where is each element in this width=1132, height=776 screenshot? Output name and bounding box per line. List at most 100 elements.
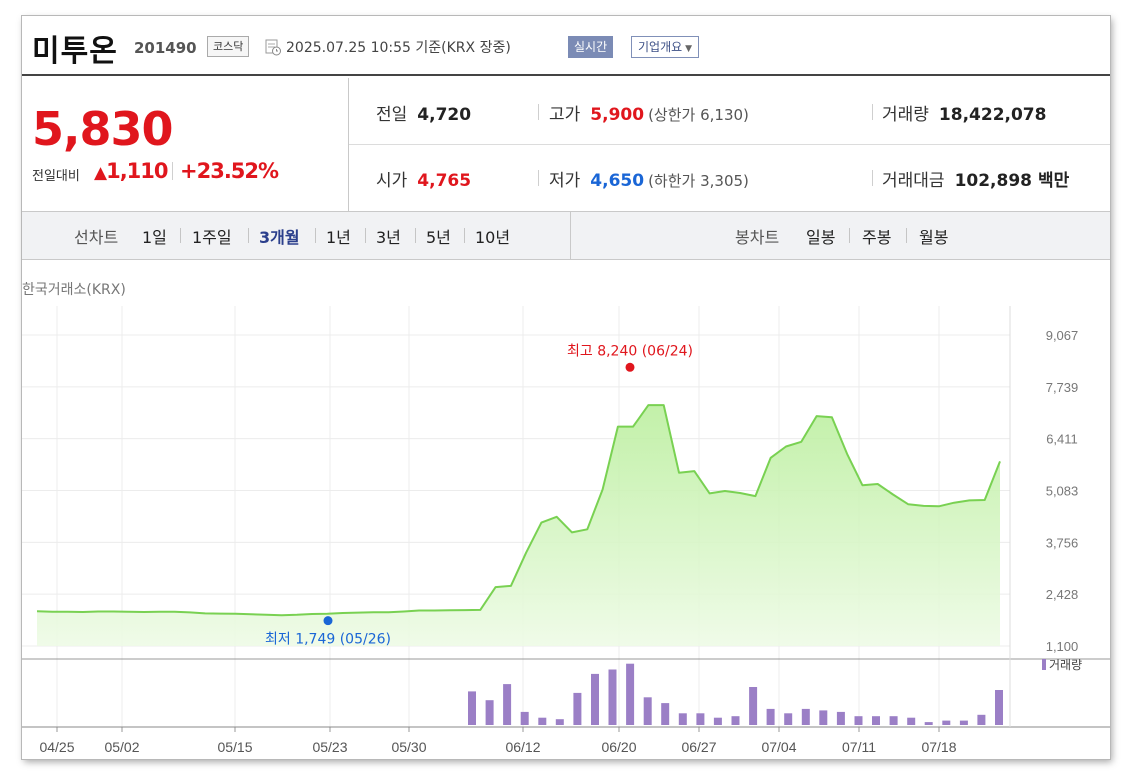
x-tick-label: 07/04 <box>761 739 796 755</box>
period-tab-1y[interactable]: 1년 <box>326 228 351 247</box>
market-badge: 코스닥 <box>207 36 250 57</box>
divider <box>365 228 366 243</box>
high-value: 5,900 <box>590 105 645 125</box>
divider <box>538 170 539 186</box>
up-arrow-icon: ▲ <box>94 163 107 183</box>
volume-bar <box>696 713 705 725</box>
change-amount-value: 1,110 <box>106 159 168 183</box>
volume-bar <box>485 700 494 725</box>
open-value: 4,765 <box>417 171 472 191</box>
low-price: 저가 4,650 (하한가 3,305) <box>549 166 749 191</box>
volume-bar <box>643 697 652 725</box>
y-tick-label: 2,428 <box>1046 587 1079 602</box>
divider <box>849 228 850 243</box>
volume-bar <box>555 719 564 725</box>
volume-bar <box>977 714 986 725</box>
low-annotation: 최저 1,749 (05/26) <box>265 632 391 648</box>
x-tick-label: 05/30 <box>391 739 426 755</box>
high-marker <box>625 362 635 372</box>
stock-header: 미투온 201490 코스닥 2025.07.25 10:55 기준(KRX 장… <box>22 16 1110 76</box>
company-info-dropdown[interactable]: 기업개요 ▼ <box>631 36 700 58</box>
y-tick-label: 1,100 <box>1046 639 1079 654</box>
divider <box>248 228 249 243</box>
volume-legend-label: 거래량 <box>1049 658 1083 672</box>
candle-tab-weekly[interactable]: 주봉 <box>862 228 892 247</box>
high-price: 고가 5,900 (상한가 6,130) <box>549 100 749 125</box>
divider <box>906 228 907 243</box>
stock-name: 미투온 <box>32 34 118 69</box>
divider <box>349 144 1110 145</box>
volume-bar <box>766 708 775 725</box>
volume-bar <box>749 687 758 725</box>
volume-value: 18,422,078 <box>938 105 1047 125</box>
turnover-unit: 백만 <box>1038 171 1070 191</box>
line-chart-label: 선차트 <box>74 228 119 247</box>
volume-bar <box>942 720 951 725</box>
change-percent: +23.52% <box>180 159 279 183</box>
y-tick-label: 9,067 <box>1046 328 1079 343</box>
volume-bar <box>520 711 529 725</box>
low-label: 저가 <box>549 171 581 191</box>
period-tab-1d[interactable]: 1일 <box>142 228 167 247</box>
volume-bar <box>784 713 793 725</box>
volume-bar <box>959 720 968 725</box>
y-tick-label: 5,083 <box>1046 484 1079 499</box>
realtime-button[interactable]: 실시간 <box>568 36 614 58</box>
period-tab-10y[interactable]: 10년 <box>475 228 511 247</box>
volume-bar <box>591 673 599 725</box>
volume-bar <box>626 663 635 725</box>
volume-swatch <box>1042 659 1046 670</box>
chart-toolbar: 선차트 1일 1주일 3개월 1년 3년 5년 10년 봉차트 일봉 주봉 월봉 <box>22 212 1110 260</box>
volume-bar <box>713 717 722 725</box>
prev-close: 전일 4,720 <box>376 100 471 125</box>
volume-label: 거래량 <box>882 105 929 125</box>
period-tab-5y[interactable]: 5년 <box>426 228 451 247</box>
period-tab-3m[interactable]: 3개월 <box>259 228 300 247</box>
x-tick-label: 04/25 <box>39 739 74 755</box>
company-info-label: 기업개요 <box>638 40 683 54</box>
volume-bar <box>661 703 670 725</box>
volume-bar <box>854 716 863 725</box>
x-tick-label: 07/11 <box>842 739 876 755</box>
high-annotation: 최고 8,240 (06/24) <box>567 343 693 359</box>
period-tab-1w[interactable]: 1주일 <box>192 228 232 247</box>
x-tick-label: 05/02 <box>104 739 139 755</box>
volume-bar <box>468 691 476 725</box>
high-label: 고가 <box>549 105 581 125</box>
y-tick-label: 3,756 <box>1046 535 1079 550</box>
x-tick-label: 05/23 <box>312 739 347 755</box>
turnover: 거래대금 102,898 백만 <box>882 166 1069 191</box>
upper-limit: (상한가 6,130) <box>648 106 749 124</box>
y-tick-label: 6,411 <box>1046 432 1078 447</box>
candle-chart-label: 봉차트 <box>735 228 780 247</box>
candle-tab-monthly[interactable]: 월봉 <box>919 228 949 247</box>
divider <box>172 162 173 180</box>
volume-bar <box>889 716 898 725</box>
volume-legend: 거래량 <box>1042 656 1082 673</box>
price-chart[interactable]: 9,067 7,739 6,411 5,083 3,756 2,428 1,100 04/25… <box>22 306 1110 759</box>
divider <box>180 228 181 243</box>
candle-tab-daily[interactable]: 일봉 <box>806 228 836 247</box>
x-tick-label: 07/18 <box>921 739 956 755</box>
volume-bar <box>573 692 582 725</box>
divider <box>315 228 316 243</box>
chevron-down-icon: ▼ <box>685 44 693 54</box>
change-label: 전일대비 <box>32 169 80 184</box>
divider <box>538 104 539 120</box>
low-marker <box>323 616 333 626</box>
period-tab-3y[interactable]: 3년 <box>376 228 401 247</box>
volume-bar <box>731 716 740 725</box>
x-tick-label: 06/27 <box>681 739 716 755</box>
volume-bar <box>538 717 547 725</box>
volume-bar <box>924 722 933 725</box>
turnover-value: 102,898 <box>954 171 1032 191</box>
y-tick-label: 7,739 <box>1046 380 1079 395</box>
divider <box>872 170 873 186</box>
change-amount: ▲1,110 <box>94 159 169 183</box>
volume-bar <box>503 684 512 725</box>
x-tick-label: 06/20 <box>601 739 636 755</box>
stock-code: 201490 <box>134 39 197 57</box>
volume-bar <box>872 716 880 725</box>
divider <box>464 228 465 243</box>
open-label: 시가 <box>376 171 408 191</box>
